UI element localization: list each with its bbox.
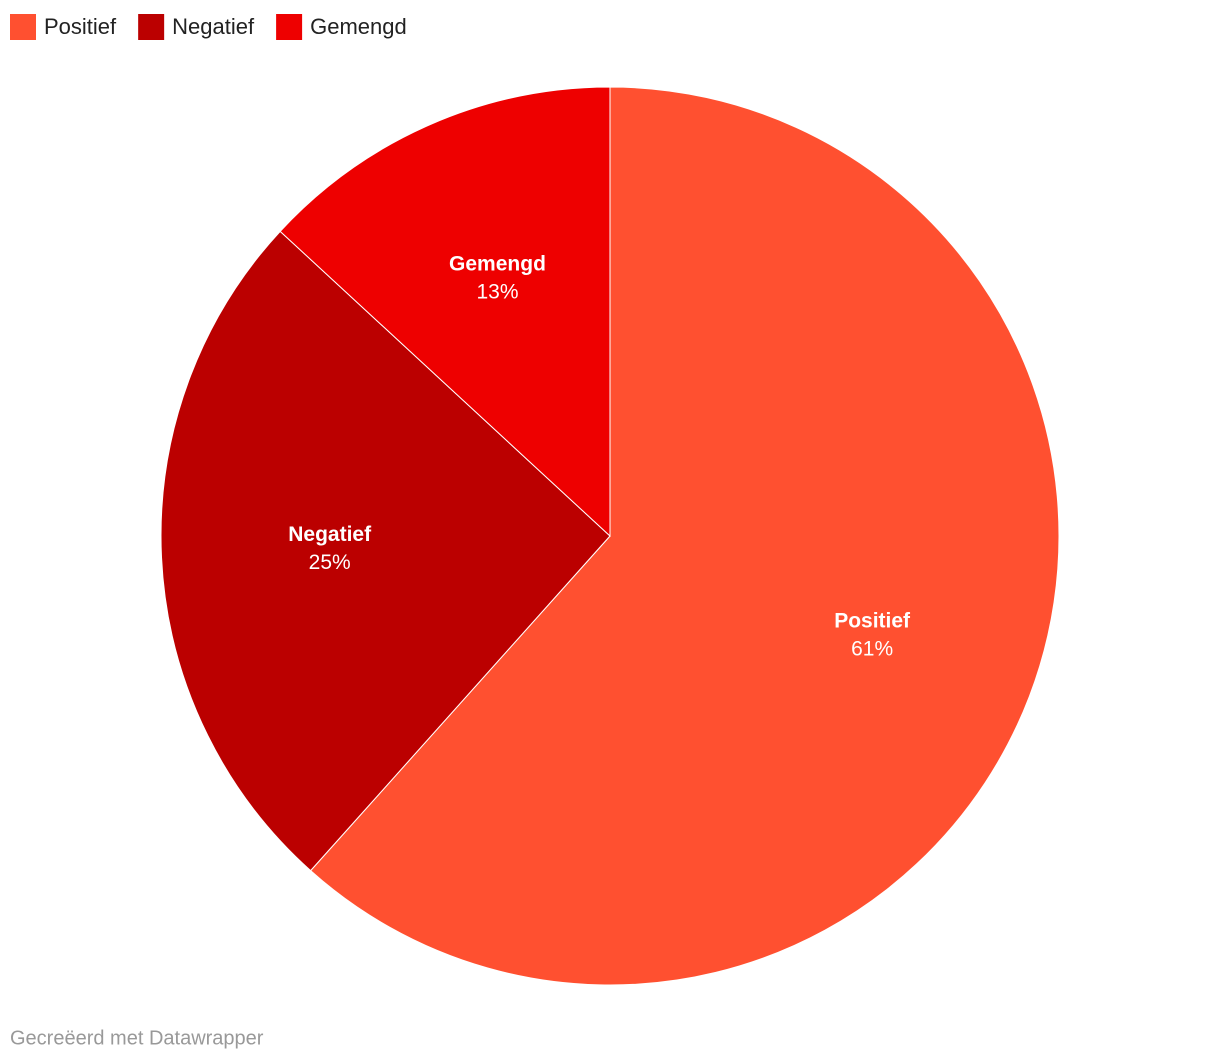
legend-label: Gemengd — [310, 14, 407, 39]
slice-value: 61% — [851, 638, 893, 661]
footer: Gecreëerd met Datawrapper — [10, 1027, 264, 1049]
slice-value: 25% — [309, 551, 351, 574]
legend: Positief Negatief Gemengd — [10, 14, 407, 40]
legend-swatch — [10, 14, 36, 40]
slice-labels: Positief 61% Negatief 25% Gemengd 13% — [288, 252, 911, 660]
pie — [160, 86, 1060, 986]
pie-slice — [309, 86, 1060, 986]
legend-swatch — [276, 14, 303, 40]
legend-label: Negatief — [172, 14, 255, 39]
pie-slice — [160, 230, 611, 872]
legend-swatch — [138, 14, 165, 40]
slice-name: Negatief — [288, 523, 372, 546]
pie-slice — [279, 86, 611, 538]
slice-name: Gemengd — [449, 252, 546, 275]
slice-name: Positief — [834, 610, 911, 633]
slice-value: 13% — [476, 280, 518, 303]
legend-label: Positief — [44, 14, 117, 39]
